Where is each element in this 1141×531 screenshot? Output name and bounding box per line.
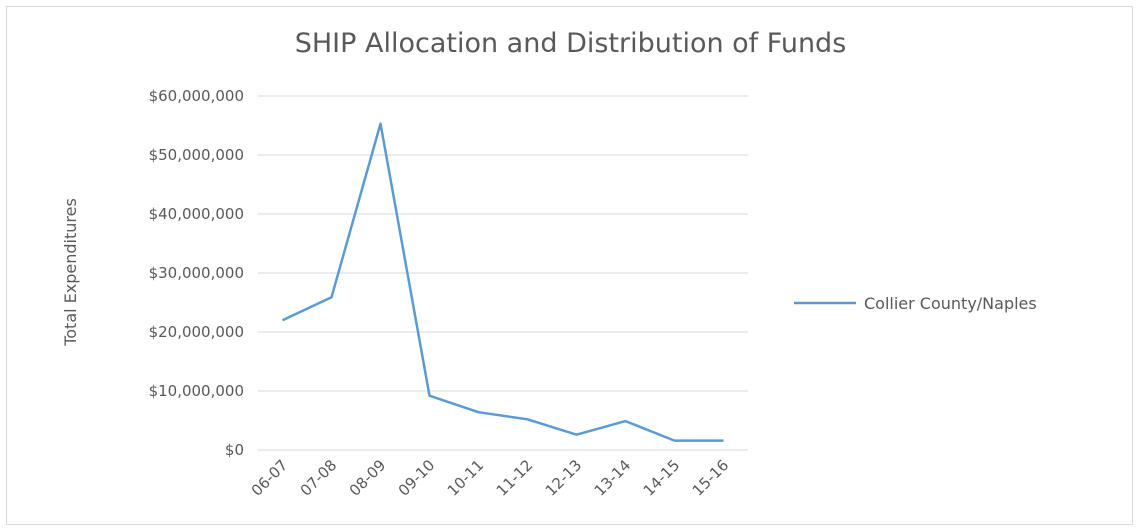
x-tick-label: 13-14: [591, 456, 635, 500]
gridlines: [258, 95, 748, 451]
y-tick-label: $30,000,000: [149, 264, 244, 282]
y-tick-label: $0: [225, 441, 244, 459]
x-tick-label: 06-07: [248, 456, 292, 500]
x-tick-label: 09-10: [395, 456, 439, 500]
x-tick-label: 08-09: [346, 456, 390, 500]
y-tick-label: $40,000,000: [149, 205, 244, 223]
chart-frame: [6, 6, 1133, 525]
x-tick-label: 15-16: [689, 456, 733, 500]
x-tick-label: 14-15: [640, 456, 684, 500]
y-axis-label: Total Expenditures: [61, 198, 80, 347]
chart-title: SHIP Allocation and Distribution of Fund…: [294, 28, 847, 59]
legend: Collier County/Naples: [794, 294, 1037, 313]
x-tick-label: 12-13: [542, 456, 586, 500]
y-tick-label: $20,000,000: [149, 323, 244, 341]
series-layer: [281, 122, 724, 442]
y-tick-label: $10,000,000: [149, 382, 244, 400]
y-tick-label: $60,000,000: [149, 87, 244, 105]
series-line: [281, 122, 724, 442]
x-tick-label: 11-12: [493, 456, 537, 500]
legend-label: Collier County/Naples: [864, 294, 1037, 313]
x-tick-label: 10-11: [444, 456, 488, 500]
x-tick-label: 07-08: [297, 456, 341, 500]
x-tick-labels: 06-07 07-08 08-09 09-10 10-11 11-12 12-13 13-14…: [248, 456, 733, 500]
y-tick-label: $50,000,000: [149, 146, 244, 164]
y-tick-labels: $0 $10,000,000 $20,000,000 $30,000,000 $40,0…: [149, 87, 244, 459]
